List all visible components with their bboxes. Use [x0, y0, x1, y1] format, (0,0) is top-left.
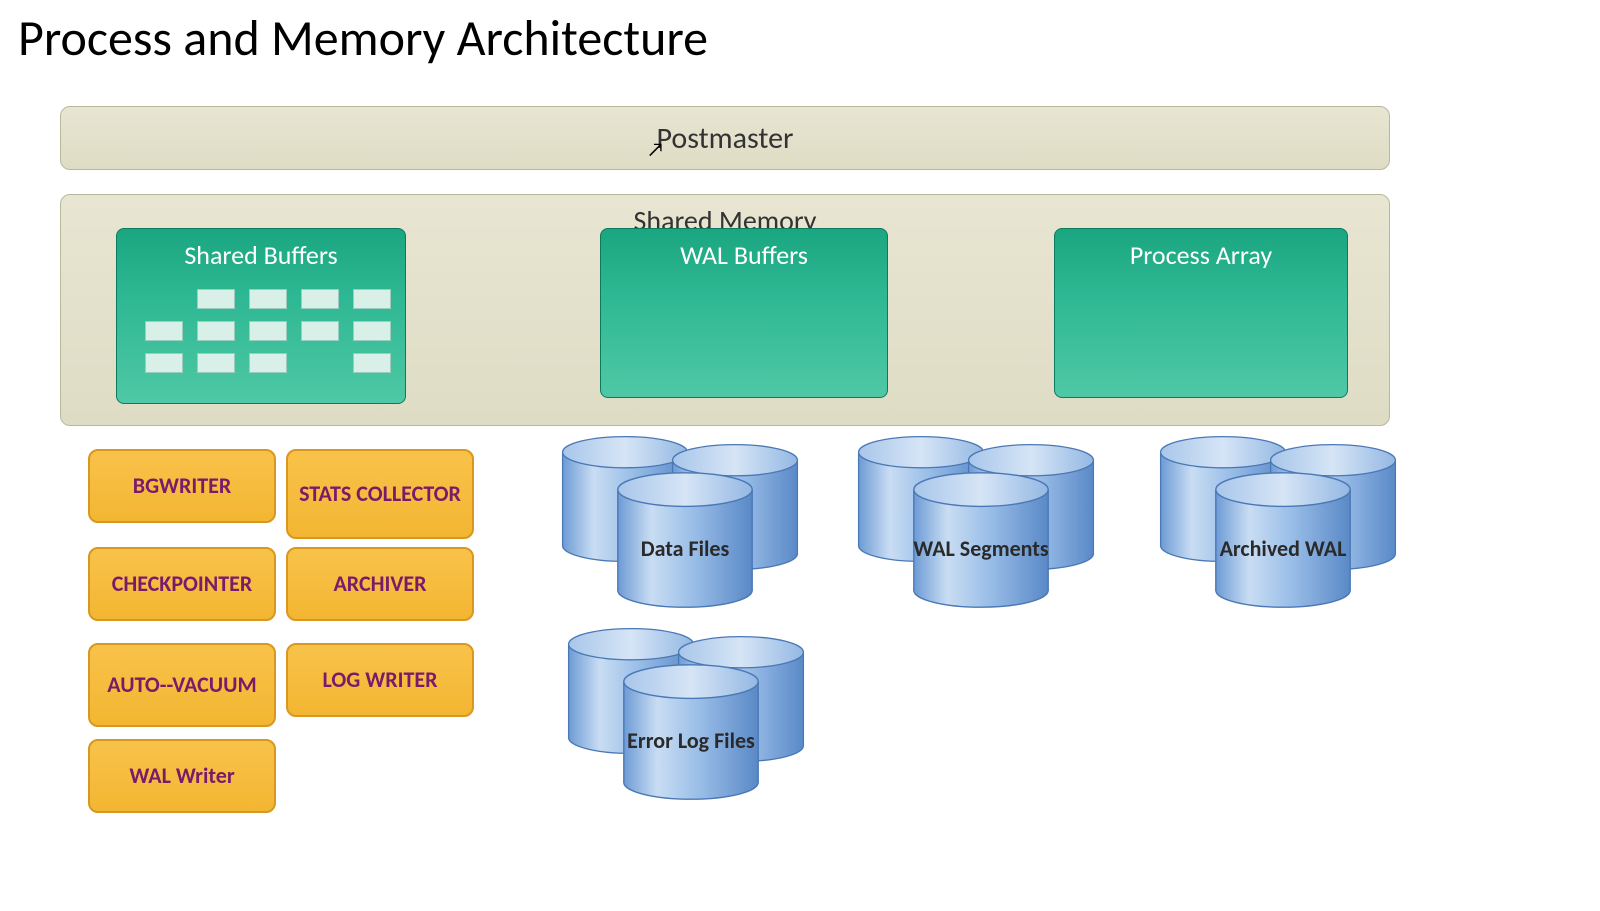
buffer-cell	[249, 353, 287, 373]
log-writer-box: LOG WRITER	[286, 643, 474, 717]
wal-segments-cluster: WAL Segments	[856, 434, 1116, 609]
bgwriter-box: BGWRITER	[88, 449, 276, 523]
archiver-box: ARCHIVER	[286, 547, 474, 621]
buffer-cell	[353, 353, 391, 373]
cylinder-icon: Error Log Files	[612, 662, 770, 802]
wal-buffers-label: WAL Buffers	[680, 239, 808, 271]
shared-buffers-label: Shared Buffers	[184, 239, 337, 271]
cursor-icon: ↖	[647, 138, 665, 162]
page-title: Process and Memory Architecture	[18, 8, 708, 69]
buffer-cell	[145, 321, 183, 341]
shared-buffers-box: Shared Buffers	[116, 228, 406, 404]
buffer-cell	[197, 289, 235, 309]
stats-collector-label: STATS COLLECTOR	[299, 481, 461, 506]
buffer-cell	[249, 289, 287, 309]
auto-vacuum-box: AUTO--VACUUM	[88, 643, 276, 727]
checkpointer-label: CHECKPOINTER	[112, 571, 253, 596]
buffer-cell	[353, 289, 391, 309]
error-log-cluster: Error Log Files	[566, 626, 826, 801]
stats-collector-box: STATS COLLECTOR	[286, 449, 474, 539]
postmaster-panel: Postmaster	[60, 106, 1390, 170]
buffer-cell	[301, 289, 339, 309]
wal-writer-label: WAL Writer	[129, 763, 234, 788]
data-files-cluster: Data Files	[560, 434, 820, 609]
cylinder-icon: WAL Segments	[902, 470, 1060, 610]
postmaster-label: Postmaster	[656, 120, 793, 157]
checkpointer-box: CHECKPOINTER	[88, 547, 276, 621]
archiver-label: ARCHIVER	[333, 571, 426, 596]
wal-writer-box: WAL Writer	[88, 739, 276, 813]
buffer-grid	[145, 289, 391, 373]
wal-buffers-box: WAL Buffers	[600, 228, 888, 398]
cylinder-icon: Data Files	[606, 470, 764, 610]
buffer-cell	[197, 353, 235, 373]
buffer-cell	[197, 321, 235, 341]
buffer-cell	[249, 321, 287, 341]
auto-vacuum-label: AUTO--VACUUM	[107, 672, 256, 697]
bgwriter-label: BGWRITER	[133, 473, 231, 498]
log-writer-label: LOG WRITER	[323, 667, 438, 692]
buffer-cell	[353, 321, 391, 341]
process-array-box: Process Array	[1054, 228, 1348, 398]
cylinder-icon: Archived WAL	[1204, 470, 1362, 610]
process-array-label: Process Array	[1130, 239, 1272, 271]
buffer-cell	[301, 321, 339, 341]
archived-wal-cluster: Archived WAL	[1158, 434, 1418, 609]
buffer-cell	[145, 353, 183, 373]
